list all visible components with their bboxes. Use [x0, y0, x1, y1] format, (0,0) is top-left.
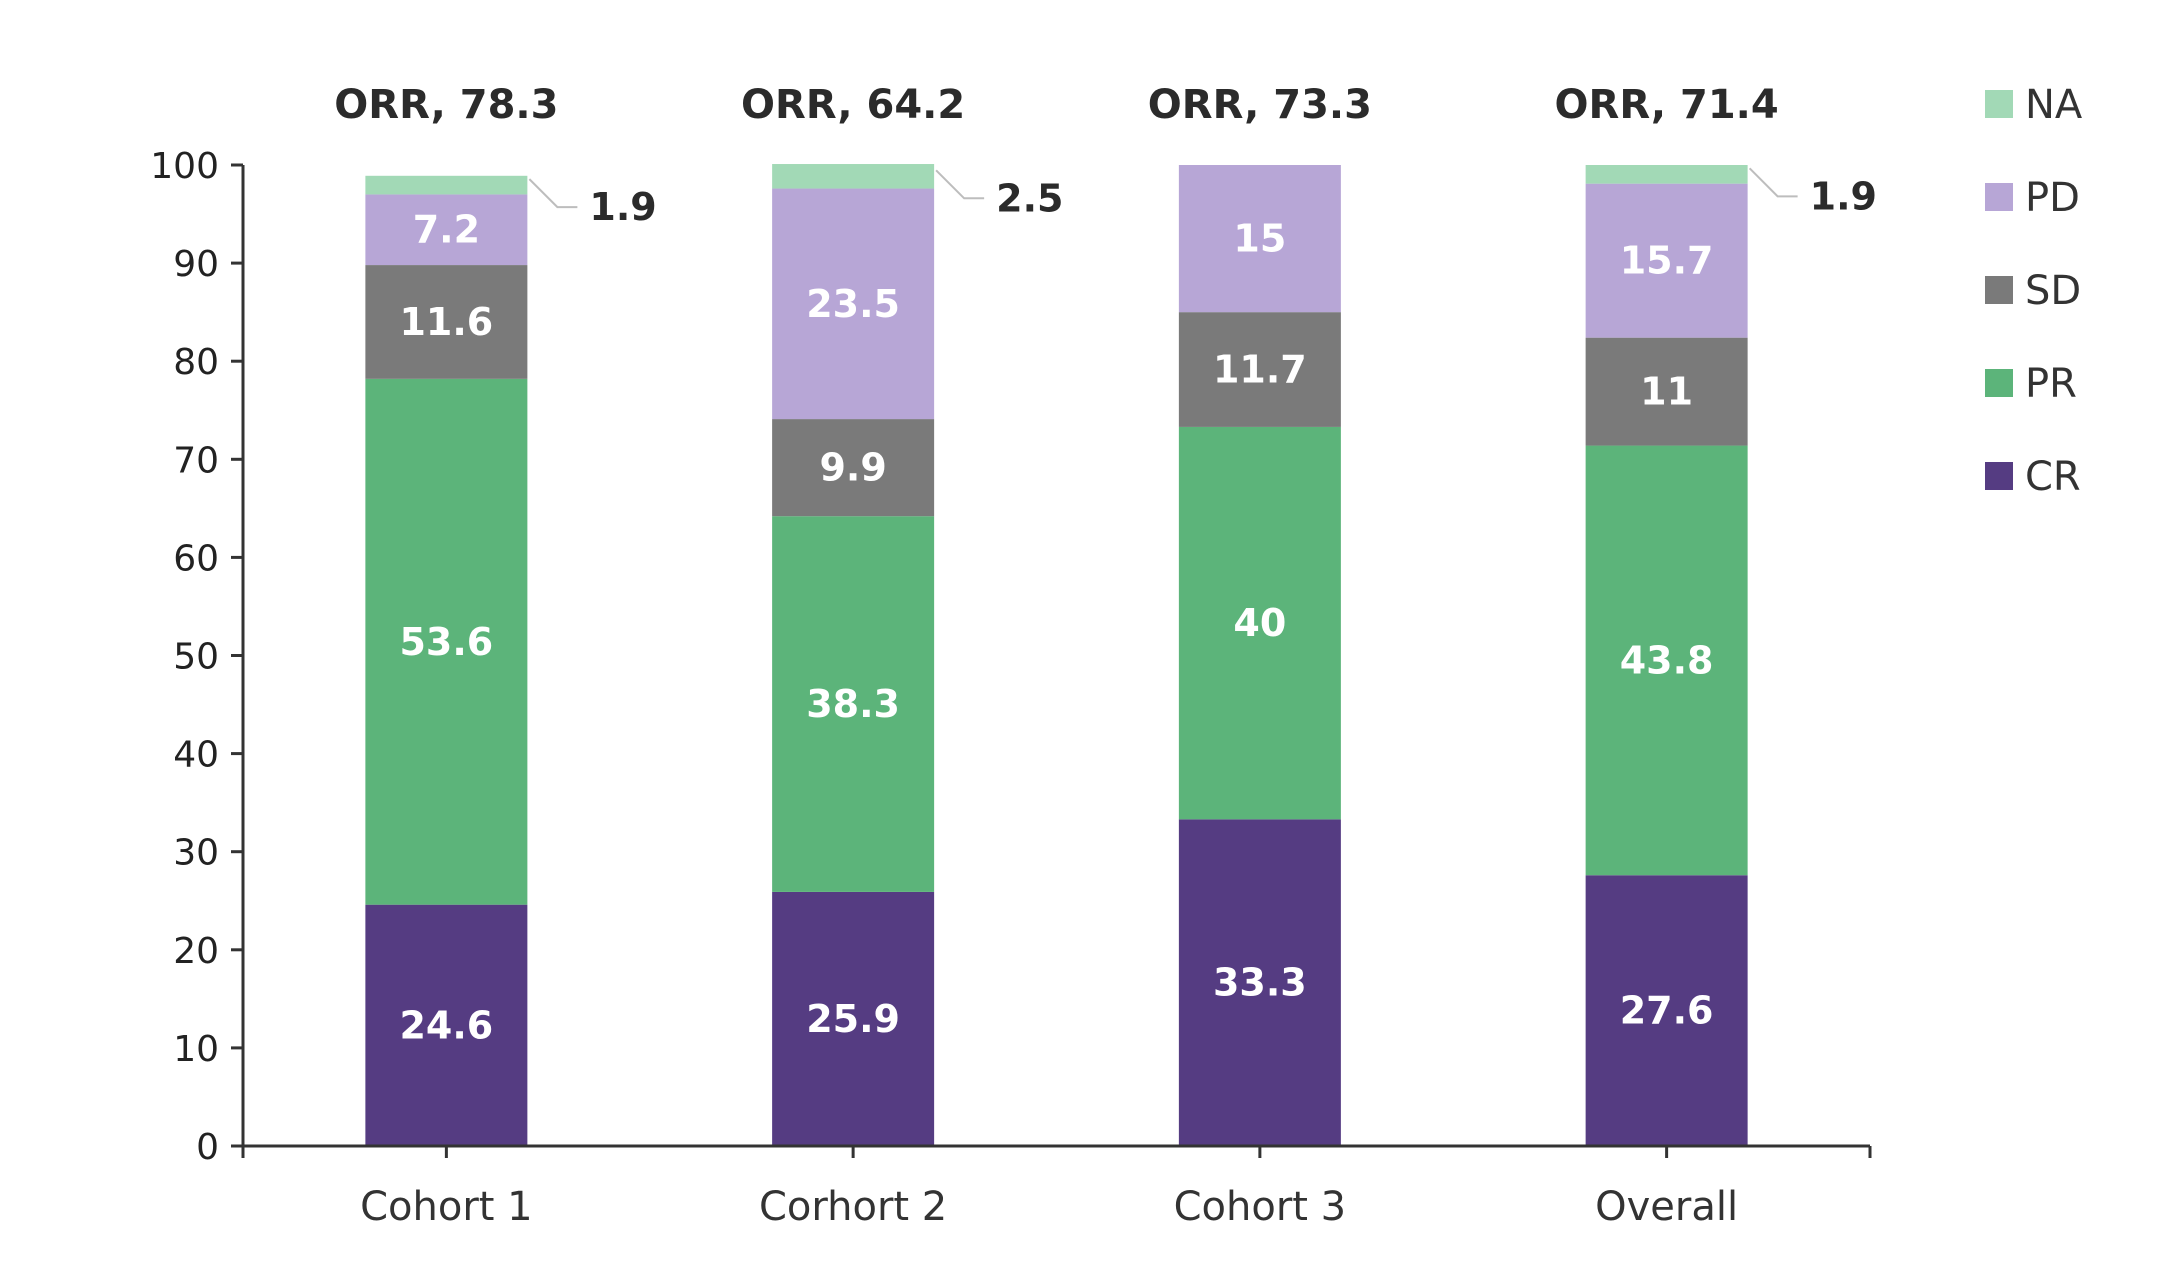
segment-label-sd: 9.9: [819, 446, 886, 490]
legend-label-cr: CR: [2025, 454, 2081, 500]
y-tick-label: 0: [196, 1127, 219, 1168]
bar-segment-sd: [365, 265, 528, 379]
segment-label-pd: 7.2: [413, 208, 480, 252]
bar-segment-pr: [772, 516, 935, 892]
segment-label-cr: 24.6: [399, 1003, 493, 1047]
segment-label-na: 1.9: [589, 185, 656, 229]
segment-label-pd: 15: [1233, 217, 1286, 261]
segment-label-pr: 43.8: [1620, 638, 1714, 682]
segment-label-sd: 11.6: [399, 300, 493, 344]
bar-segment-na: [1585, 165, 1748, 184]
segment-label-na: 1.9: [1810, 174, 1877, 218]
bar-segment-cr: [365, 904, 528, 1146]
legend-swatch-sd: [1985, 276, 2013, 304]
annotations-group: 24.6 53.6 11.6 7.2 1.9 ORR, 78.3 25.9 38.3 9.9 23…: [334, 82, 1877, 1047]
y-tick-label: 20: [173, 931, 219, 972]
bar-segment-cr: [1585, 875, 1748, 1146]
bar-segment-pd: [772, 188, 935, 420]
leader-line: [528, 178, 578, 209]
segment-label-cr: 27.6: [1620, 989, 1714, 1033]
segment-label-pd: 15.7: [1620, 239, 1714, 283]
legend: NA PD SD PR CR: [1985, 82, 2083, 500]
leader-line: [935, 169, 985, 200]
segment-label-cr: 25.9: [806, 997, 900, 1041]
bar-segment-pd: [1178, 165, 1341, 313]
y-tick-label: 100: [150, 146, 219, 187]
segment-label-pr: 38.3: [806, 682, 900, 726]
x-tick-label: Cohort 1: [360, 1184, 533, 1230]
bar-segment-pr: [1585, 445, 1748, 876]
segment-label-na: 2.5: [996, 176, 1063, 220]
x-tick-label: Corhort 2: [759, 1184, 947, 1230]
segment-label-cr: 33.3: [1213, 961, 1307, 1005]
legend-swatch-pr: [1985, 369, 2013, 397]
legend-swatch-cr: [1985, 462, 2013, 490]
bar-segment-pd: [1585, 183, 1748, 338]
y-tick-label: 60: [173, 538, 219, 579]
bar-segment-cr: [1178, 819, 1341, 1146]
legend-label-sd: SD: [2025, 268, 2081, 314]
y-tick-label: 30: [173, 833, 219, 874]
bar-segment-sd: [1178, 312, 1341, 427]
bar-segment-pr: [1178, 426, 1341, 820]
x-tick-label: Cohort 3: [1174, 1184, 1347, 1230]
y-tick-label: 70: [173, 440, 219, 481]
orr-annotation: ORR, 71.4: [1555, 82, 1779, 128]
bar-segment-cr: [772, 891, 935, 1146]
orr-annotation: ORR, 73.3: [1148, 82, 1372, 128]
bar-segment-pd: [365, 194, 528, 266]
legend-swatch-na: [1985, 90, 2013, 118]
x-tick-label: Overall: [1595, 1184, 1738, 1230]
bar-segment-na: [772, 164, 935, 189]
y-tick-label: 10: [173, 1029, 219, 1070]
bar-segment-na: [365, 175, 528, 195]
orr-annotation: ORR, 64.2: [741, 82, 965, 128]
y-tick-label: 80: [173, 342, 219, 383]
leader-line: [1748, 167, 1798, 198]
y-tick-label: 90: [173, 244, 219, 285]
bar-segment-pr: [365, 378, 528, 905]
bar-segment-sd: [772, 419, 935, 517]
y-tick-label: 50: [173, 637, 219, 678]
legend-swatch-pd: [1985, 183, 2013, 211]
segment-label-pd: 23.5: [806, 282, 900, 326]
y-tick-label: 40: [173, 735, 219, 776]
segment-label-pr: 40: [1233, 601, 1286, 645]
legend-label-pd: PD: [2025, 175, 2080, 221]
segment-label-sd: 11.7: [1213, 348, 1307, 392]
bar-segment-sd: [1585, 337, 1748, 446]
axes-group: Cohort 1 Corhort 2 Cohort 3 Overall 0 10 20 30 4…: [150, 146, 1872, 1230]
bars-group: [365, 164, 1748, 1146]
segment-label-sd: 11: [1640, 370, 1693, 414]
legend-label-na: NA: [2025, 82, 2083, 128]
segment-label-pr: 53.6: [399, 620, 493, 664]
orr-annotation: ORR, 78.3: [334, 82, 558, 128]
legend-label-pr: PR: [2025, 361, 2077, 407]
